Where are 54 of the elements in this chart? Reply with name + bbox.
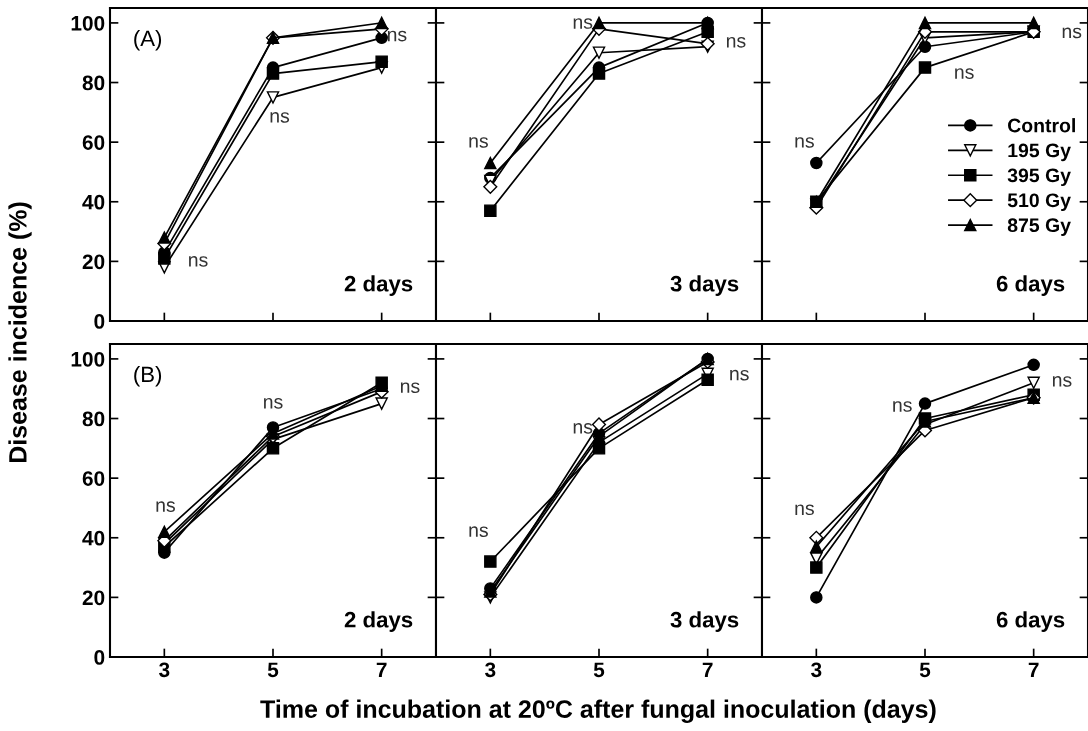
x-tick-label: 3 (811, 662, 822, 678)
y-axis-title: Disease incidence (%) (8, 202, 32, 463)
y-tick-label: 20 (82, 590, 105, 606)
y-tick-label: 40 (82, 530, 105, 546)
x-tick-label: 7 (702, 662, 713, 677)
annotation: ns (573, 18, 593, 29)
x-tick-label: 3 (159, 662, 170, 678)
text: 6 days (996, 275, 1065, 296)
annotation: ns (264, 398, 283, 409)
annotation: ns (795, 504, 814, 516)
x-tick-label: 7 (376, 662, 387, 677)
y-tick-label: 60 (82, 135, 105, 150)
annotation: ns (387, 30, 407, 42)
annotation: ns (1062, 27, 1082, 39)
annotation: ns (893, 401, 912, 412)
annotation: ns (955, 68, 974, 79)
y-tick-label: 80 (82, 75, 105, 91)
text: 3 days (670, 275, 739, 296)
text: 2 days (344, 611, 413, 632)
annotation: ns (726, 36, 746, 48)
annotation: (A) (134, 29, 162, 51)
legend-label: Control (1008, 118, 1075, 133)
annotation: ns (573, 423, 593, 434)
annotation: ns (156, 501, 175, 512)
y-tick-label: 60 (82, 471, 105, 486)
y-tick-label: 0 (94, 650, 105, 665)
y-tick-label: 20 (82, 254, 105, 270)
y-tick-label: 100 (71, 15, 105, 31)
annotation: ns (270, 112, 290, 123)
x-tick-label: 5 (593, 662, 605, 678)
annotation: ns (400, 382, 420, 394)
annotation: ns (795, 137, 814, 148)
y-tick-label: 80 (82, 411, 105, 427)
legend-label: 195 Gy (1008, 143, 1071, 162)
annotation: ns (730, 369, 749, 381)
legend-label: 510 Gy (1007, 193, 1071, 212)
x-tick-label: 5 (919, 662, 931, 678)
annotation: ns (469, 526, 488, 538)
legend-label: 875 Gy (1007, 218, 1071, 236)
text: 6 days (996, 611, 1065, 632)
x-axis-title: Time of incubation at 20ºC after fungal inoculation (days) (260, 699, 936, 723)
x-tick-label: 5 (267, 662, 279, 678)
y-tick-label: 40 (82, 194, 105, 210)
text: 3 days (670, 611, 739, 632)
legend-label: 395 Gy (1007, 168, 1071, 187)
y-tick-label: 100 (71, 351, 105, 367)
x-tick-label: 7 (1028, 662, 1039, 677)
x-tick-label: 3 (485, 662, 496, 678)
annotation: ns (469, 137, 488, 148)
annotation: (B) (134, 365, 162, 387)
annotation: ns (1052, 376, 1072, 387)
text: 2 days (344, 275, 413, 296)
annotation: ns (189, 256, 208, 267)
y-tick-label: 0 (94, 314, 105, 329)
